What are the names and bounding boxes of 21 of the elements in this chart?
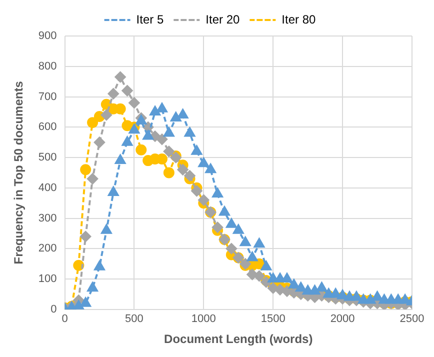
legend-label: Iter 80	[282, 12, 316, 26]
y-tick-label: 100	[38, 273, 57, 286]
x-tick-label: 0	[62, 313, 68, 326]
y-tick-label: 200	[38, 242, 57, 255]
x-tick-label: 2500	[400, 313, 424, 326]
x-tick-label: 2000	[330, 313, 355, 326]
y-tick-label: 700	[38, 90, 57, 103]
y-tick-label: 600	[38, 121, 57, 134]
legend-label: Iter 20	[206, 12, 240, 26]
y-tick-label: 800	[38, 60, 57, 72]
y-tick-label: 300	[38, 212, 57, 224]
legend-label: Iter 5	[136, 12, 164, 26]
y-tick-label: 400	[38, 182, 57, 194]
x-tick-label: 1500	[260, 313, 286, 326]
x-tick-label: 500	[125, 313, 144, 326]
x-tick-label: 1000	[191, 313, 216, 326]
x-axis-title: Document Length (words)	[164, 332, 313, 346]
y-tick-label: 0	[50, 303, 57, 316]
y-axis-title: Frequency in Top 50 documents	[12, 80, 26, 264]
y-tick-label: 500	[38, 152, 57, 164]
y-tick-label: 900	[38, 30, 57, 42]
